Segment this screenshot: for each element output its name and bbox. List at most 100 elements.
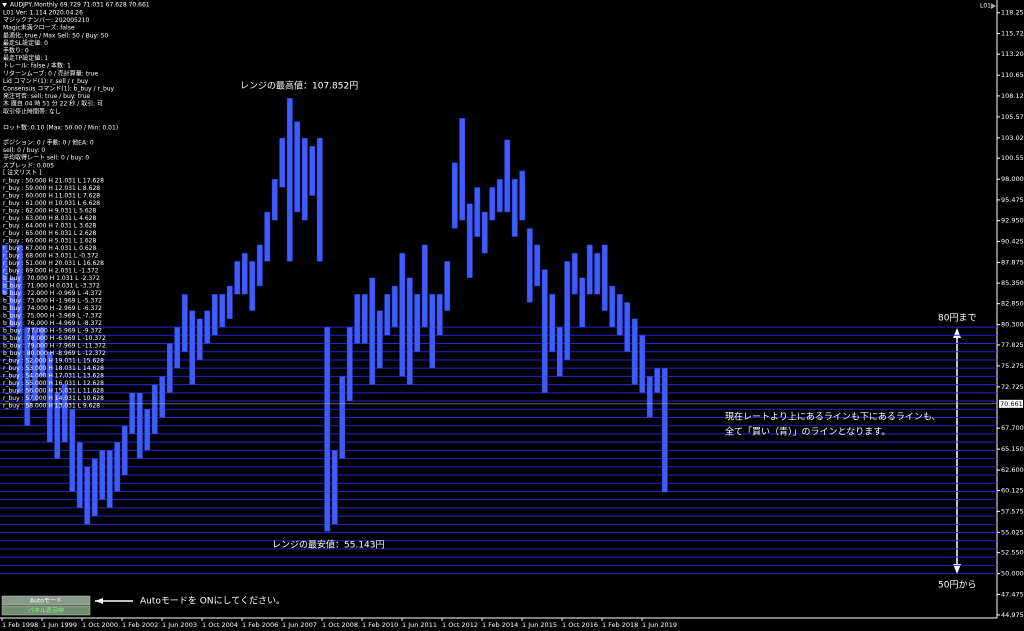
y-tick-label: 82.850: [1001, 300, 1024, 308]
price-bar: [271, 178, 278, 221]
status-line: 最走SL設定値: 0: [3, 39, 48, 47]
order-line: r_buy : 60.000 H 11.031 L 7.628: [3, 193, 100, 200]
price-bar: [489, 187, 496, 221]
ea-tag: L01: [980, 3, 991, 10]
x-tick-label: 1 Feb 2006: [242, 621, 278, 629]
y-tick-label: 108.125: [1001, 92, 1024, 100]
price-bar: [339, 376, 346, 459]
price-bar: [301, 137, 308, 221]
x-tick-label: 1 Oct 2008: [322, 621, 358, 629]
price-bar: [541, 269, 548, 394]
price-bar: [219, 294, 226, 328]
price-bar: [624, 302, 631, 352]
price-bar: [24, 326, 31, 426]
order-line: r_buy : 66.000 H 5.031 L 1.628: [3, 238, 96, 245]
price-bar: [399, 252, 406, 377]
price-bar: [76, 441, 83, 509]
price-bar: [226, 285, 233, 320]
x-tick-label: 1 Oct 2000: [82, 621, 118, 629]
order-line: r_buy : 50.000 H 21.031 L 17.628: [3, 178, 104, 185]
price-bar: [459, 118, 466, 221]
price-bar: [144, 409, 151, 451]
order-line: r_buy : 63.000 H 8.031 L 4.628: [3, 215, 96, 222]
annotation: レンジの最安値：55.143円: [272, 539, 385, 551]
price-bar: [196, 318, 203, 361]
order-line: r_buy : 56.000 H 15.031 L 11.628: [3, 388, 104, 395]
x-tick-label: 1 Oct 2012: [442, 621, 478, 629]
price-bar: [369, 277, 376, 385]
price-bar: [436, 294, 443, 336]
order-line: b_buy : 72.000 H -0.969 L -4.372: [3, 290, 102, 297]
price-bar: [654, 367, 661, 394]
price-bar: [361, 294, 368, 344]
price-bar: [61, 384, 68, 443]
current-price-box: [999, 399, 1023, 408]
price-bar: [129, 392, 136, 435]
order-line: b_buy : 79.000 H -7.969 L -11.372: [3, 343, 106, 350]
order-line: r_buy : 65.000 H 6.031 L 2.628: [3, 230, 96, 237]
order-line: r_buy : 69.000 H 2.031 L -1.372: [3, 268, 99, 275]
price-bar: [609, 285, 616, 328]
price-bar: [466, 203, 473, 278]
x-tick-label: 1 Oct 2004: [202, 621, 238, 629]
status-line: トレール: false / 本数: 1: [3, 62, 71, 70]
lot-line: ロット数: 0.10 (Max: 50.00 / Min: 0.01): [3, 124, 118, 132]
annotation: 現在レートより上にあるラインも下にあるラインも、: [725, 411, 941, 423]
price-bar: [16, 244, 23, 394]
order-line: r_buy : 64.000 H 7.031 L 3.628: [3, 223, 96, 230]
price-bar: [354, 294, 361, 344]
price-bar: [496, 178, 503, 213]
annotation: 50円から: [938, 580, 976, 591]
x-tick-label: 1 Feb 1998: [2, 621, 38, 629]
price-bar: [414, 294, 421, 352]
order-line: b_buy : 76.000 H -4.969 L -8.372: [3, 320, 102, 327]
x-tick-label: 1 Jun 2007: [282, 621, 317, 629]
panel-button[interactable]: [1, 605, 91, 616]
price-bar: [324, 326, 331, 532]
price-bar: [121, 425, 128, 476]
button-label[interactable]: Autoモード: [30, 598, 62, 605]
price-bar: [616, 294, 623, 336]
price-bar: [451, 162, 458, 229]
y-tick-label: 44.975: [1001, 611, 1024, 619]
price-bar: [646, 376, 653, 418]
position-line: ポジション: 0 / 手動: 0 / 他EA: 0: [3, 139, 94, 147]
price-bar: [309, 146, 316, 196]
order-line: r_buy : 61.000 H 10.031 L 6.628: [3, 200, 100, 207]
y-tick-label: 92.950: [1001, 217, 1024, 225]
order-line: b_buy : 74.000 H -2.969 L -6.372: [3, 305, 102, 312]
current-price-label: 70.661: [1000, 400, 1023, 408]
price-bar: [391, 285, 398, 328]
button-label[interactable]: パネル表示中: [28, 607, 64, 615]
status-line: 木 魔自 04 時 51 分 22 秒 / 取引: 可: [3, 100, 103, 108]
price-bar: [549, 294, 556, 352]
y-tick-label: 80.300: [1001, 321, 1024, 329]
status-line: Magic未満クローズ: false: [3, 24, 75, 32]
price-bar: [316, 137, 323, 262]
price-bar: [519, 170, 526, 221]
price-bar: [9, 277, 16, 328]
y-tick-label: 110.650: [1001, 71, 1024, 79]
price-bar: [69, 409, 76, 492]
price-bar: [181, 294, 188, 352]
price-bar: [331, 450, 338, 525]
y-tick-label: 87.875: [1001, 258, 1024, 266]
price-bar: [384, 294, 391, 336]
price-bar: [421, 244, 428, 328]
position-line: 平均取得レート sell: 0 / buy: 0: [3, 154, 89, 162]
order-line: r_buy : 59.000 H 12.031 L 8.628: [3, 185, 100, 192]
x-tick-label: 1 Oct 2016: [562, 621, 598, 629]
price-bar: [556, 326, 563, 377]
price-bar: [639, 335, 646, 394]
y-tick-label: 72.725: [1001, 383, 1024, 391]
status-line: 発注可否: sell: true / buy: true: [3, 92, 90, 100]
auto-mode-button[interactable]: [1, 595, 91, 606]
price-bar: [84, 466, 91, 525]
order-line: r_buy : 51.000 H 20.031 L 16.628: [3, 260, 104, 267]
price-bar: [136, 392, 143, 459]
price-bar: [586, 244, 593, 295]
price-bar: [406, 277, 413, 385]
price-bar: [106, 450, 113, 509]
status-line: L01 Ver: 1.114 2020.04.26: [3, 10, 83, 17]
